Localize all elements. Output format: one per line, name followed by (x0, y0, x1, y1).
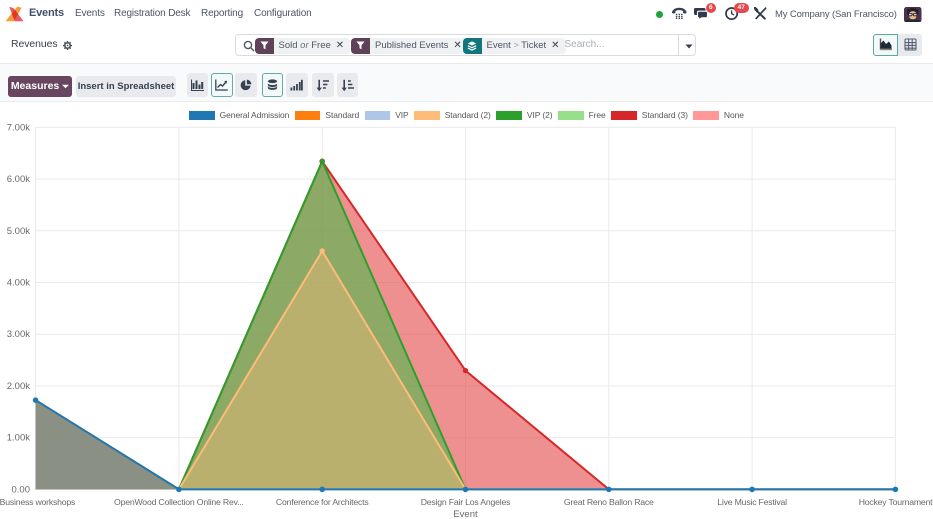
svg-text:7.00k: 7.00k (7, 122, 30, 133)
svg-text:5.00k: 5.00k (7, 226, 30, 237)
svg-text:3.00k: 3.00k (7, 329, 30, 340)
svg-text:Conference for Architects: Conference for Architects (276, 497, 369, 507)
svg-text:Live Music Festival: Live Music Festival (717, 497, 787, 507)
svg-text:1.00k: 1.00k (7, 433, 30, 444)
svg-text:Great Reno Ballon Race: Great Reno Ballon Race (564, 497, 654, 507)
svg-text:2.00k: 2.00k (7, 381, 30, 392)
svg-text:OpenWood Collection Online Rev: OpenWood Collection Online Rev... (114, 497, 244, 507)
svg-text:0.00: 0.00 (12, 484, 31, 495)
svg-text:Design Fair Los Angeles: Design Fair Los Angeles (421, 497, 511, 507)
svg-text:Hockey Tournament: Hockey Tournament (859, 497, 933, 507)
svg-text:Event: Event (453, 509, 478, 519)
svg-text:4.00k: 4.00k (7, 278, 30, 289)
svg-text:Business workshops: Business workshops (0, 497, 76, 507)
svg-text:6.00k: 6.00k (7, 174, 30, 185)
